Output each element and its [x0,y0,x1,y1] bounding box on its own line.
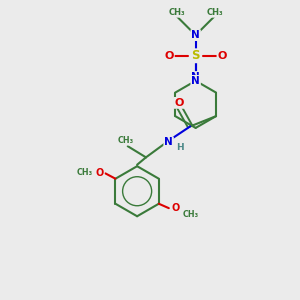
Text: H: H [177,143,184,152]
Text: N: N [191,72,200,82]
Text: CH₃: CH₃ [206,8,223,17]
Text: N: N [191,30,200,40]
Text: S: S [191,49,200,62]
Text: CH₃: CH₃ [77,168,93,177]
Text: O: O [218,51,227,61]
Text: CH₃: CH₃ [168,8,185,17]
Text: O: O [164,51,174,61]
Text: O: O [95,168,104,178]
Text: O: O [174,98,184,108]
Text: N: N [164,137,173,147]
Text: O: O [172,203,180,213]
Text: CH₃: CH₃ [117,136,134,145]
Text: N: N [191,76,200,86]
Text: CH₃: CH₃ [182,210,198,219]
